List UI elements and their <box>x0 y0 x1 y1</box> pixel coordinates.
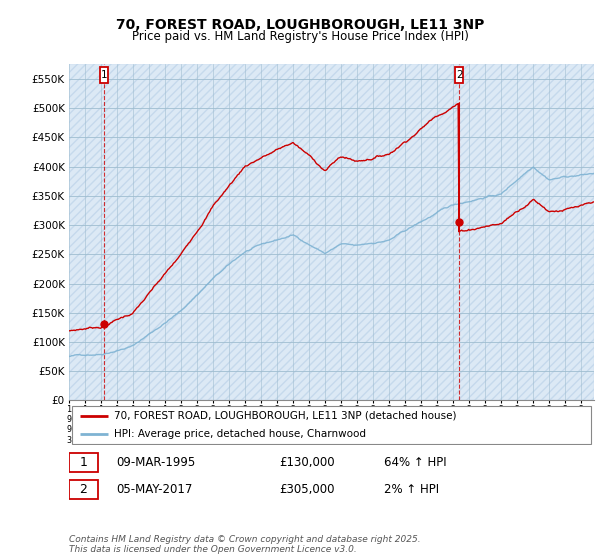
Bar <box>100 67 109 82</box>
Text: HPI: Average price, detached house, Charnwood: HPI: Average price, detached house, Char… <box>113 430 365 439</box>
Text: 64% ↑ HPI: 64% ↑ HPI <box>384 456 446 469</box>
FancyBboxPatch shape <box>69 480 98 499</box>
FancyBboxPatch shape <box>69 454 98 473</box>
Text: 2: 2 <box>79 483 87 496</box>
Text: Price paid vs. HM Land Registry's House Price Index (HPI): Price paid vs. HM Land Registry's House … <box>131 30 469 43</box>
Text: 1: 1 <box>101 70 107 80</box>
Text: 2% ↑ HPI: 2% ↑ HPI <box>384 483 439 496</box>
Text: 09-MAR-1995: 09-MAR-1995 <box>116 456 196 469</box>
Text: 70, FOREST ROAD, LOUGHBOROUGH, LE11 3NP: 70, FOREST ROAD, LOUGHBOROUGH, LE11 3NP <box>116 18 484 32</box>
Text: 1: 1 <box>79 456 87 469</box>
Text: 05-MAY-2017: 05-MAY-2017 <box>116 483 193 496</box>
Text: 2: 2 <box>456 70 463 80</box>
Text: £305,000: £305,000 <box>279 483 335 496</box>
Text: Contains HM Land Registry data © Crown copyright and database right 2025.
This d: Contains HM Land Registry data © Crown c… <box>69 535 421 554</box>
Text: 70, FOREST ROAD, LOUGHBOROUGH, LE11 3NP (detached house): 70, FOREST ROAD, LOUGHBOROUGH, LE11 3NP … <box>113 411 456 421</box>
Bar <box>455 67 463 82</box>
FancyBboxPatch shape <box>71 407 592 444</box>
Text: £130,000: £130,000 <box>279 456 335 469</box>
